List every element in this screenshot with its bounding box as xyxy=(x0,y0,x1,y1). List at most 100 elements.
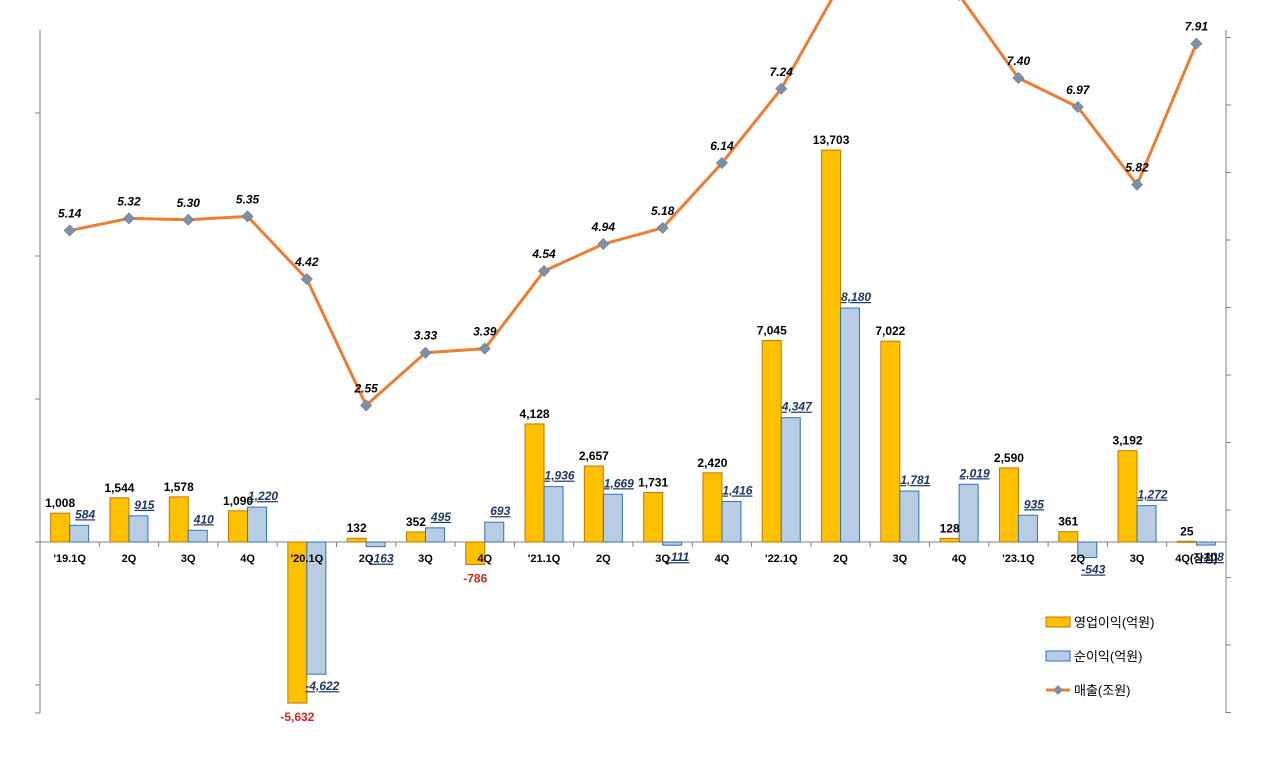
revenue-label: 6.14 xyxy=(710,139,734,153)
revenue-label: 4.42 xyxy=(294,255,319,269)
net-income-label: 935 xyxy=(1024,497,1044,511)
net-income-bar xyxy=(187,529,208,543)
revenue-marker xyxy=(360,399,373,412)
net-income-bar xyxy=(484,521,505,543)
category-label: 4Q xyxy=(952,553,967,565)
operating-profit-label: 7,022 xyxy=(875,324,905,338)
net-income-label: 8,180 xyxy=(841,290,871,304)
net-income-label: 584 xyxy=(75,507,95,521)
net-income-label: 495 xyxy=(430,510,451,524)
operating-profit-bar xyxy=(583,465,604,543)
revenue-marker xyxy=(775,82,788,95)
net-income-label: 693 xyxy=(490,504,510,518)
category-label: '23.1Q xyxy=(1002,553,1035,565)
net-income-bar xyxy=(1077,541,1098,559)
category-label: 3Q xyxy=(893,553,908,565)
legend-revenue-label: 매출(조원) xyxy=(1074,683,1131,698)
legend-revenue-marker xyxy=(1053,685,1063,695)
net-income-label: 4,347 xyxy=(781,400,813,414)
legend-net-income-swatch xyxy=(1045,650,1071,662)
operating-profit-label: 2,590 xyxy=(994,451,1024,465)
category-label: 4Q(잠정) xyxy=(1175,551,1218,565)
net-income-bar xyxy=(1017,514,1038,543)
operating-profit-bar xyxy=(109,497,130,543)
revenue-marker xyxy=(597,238,610,251)
revenue-marker xyxy=(1012,71,1025,85)
legend-operating-profit-swatch xyxy=(1045,616,1071,628)
operating-profit-bar xyxy=(998,467,1019,543)
revenue-label: 5.35 xyxy=(236,192,260,206)
category-label: 3Q xyxy=(181,553,196,565)
net-income-label: -163 xyxy=(370,552,394,566)
category-label: '22.1Q xyxy=(765,553,798,565)
net-income-label: 1,272 xyxy=(1138,488,1168,502)
operating-profit-label: -5,632 xyxy=(280,710,314,724)
operating-profit-label: 4,128 xyxy=(520,407,550,421)
revenue-marker xyxy=(478,342,491,355)
category-label: '21.1Q xyxy=(528,553,561,565)
operating-profit-bar xyxy=(50,512,71,543)
net-income-label: -111 xyxy=(667,550,690,564)
net-income-bar xyxy=(69,524,90,543)
operating-profit-bar xyxy=(1117,450,1138,543)
revenue-line-series xyxy=(63,0,1203,412)
operating-profit-label: 361 xyxy=(1058,515,1078,529)
operating-profit-label: 3,192 xyxy=(1113,434,1143,448)
revenue-label: 7.24 xyxy=(770,65,794,79)
net-income-label: 410 xyxy=(193,512,214,526)
revenue-label: 3.33 xyxy=(414,329,438,343)
operating-profit-label: 7,045 xyxy=(757,324,787,338)
operating-profit-label: -786 xyxy=(463,571,487,585)
revenue-marker xyxy=(241,210,254,223)
operating-profit-bar xyxy=(643,491,664,543)
net-income-label: -4,622 xyxy=(305,679,339,693)
operating-profit-bar xyxy=(880,340,901,543)
net-income-bar xyxy=(899,490,920,543)
operating-profit-bar xyxy=(346,537,367,543)
net-income-label: 915 xyxy=(134,498,154,512)
revenue-label: 5.18 xyxy=(651,204,675,218)
revenue-label: 5.32 xyxy=(117,194,141,208)
net-income-label: -543 xyxy=(1081,563,1105,577)
net-income-bar xyxy=(247,506,268,543)
category-label: '19.1Q xyxy=(53,553,86,565)
category-label: 2Q xyxy=(1070,553,1085,565)
operating-profit-bar xyxy=(939,537,960,543)
legend-operating-profit-label: 영업이익(억원) xyxy=(1074,615,1154,630)
net-income-label: 1,936 xyxy=(545,469,575,483)
revenue-marker xyxy=(122,212,135,225)
net-income-bar xyxy=(306,541,327,675)
operating-profit-bar xyxy=(287,541,308,704)
net-income-bar xyxy=(365,541,386,548)
operating-profit-label: 1,578 xyxy=(164,480,194,494)
operating-profit-bar xyxy=(1058,531,1079,543)
operating-profit-label: 1,731 xyxy=(638,475,668,489)
net-income-bar xyxy=(662,541,683,546)
revenue-marker xyxy=(182,213,195,226)
operating-profit-label: 352 xyxy=(406,515,426,529)
operating-profit-bar xyxy=(761,340,782,543)
bar-series xyxy=(50,149,1216,704)
legend: 영업이익(억원) 순이익(억원) 매출(조원) xyxy=(1045,615,1154,698)
revenue-label: 5.14 xyxy=(58,207,82,221)
revenue-marker xyxy=(1190,37,1203,50)
net-income-bar xyxy=(780,417,801,543)
category-label: 4Q xyxy=(715,553,730,565)
net-income-label: 1,781 xyxy=(900,473,930,487)
operating-profit-label: 2,657 xyxy=(579,449,609,463)
category-label: 4Q xyxy=(240,553,255,565)
revenue-label: 5.82 xyxy=(1125,161,1149,175)
category-label: '20.1Q xyxy=(291,553,324,565)
operating-profit-label: 1,544 xyxy=(104,481,134,495)
category-label: 2Q xyxy=(359,553,374,565)
revenue-label: 2.55 xyxy=(353,381,378,395)
net-income-bar xyxy=(1195,541,1216,546)
category-label: 4Q xyxy=(477,553,492,565)
net-income-bar xyxy=(543,486,564,543)
revenue-label: 4.54 xyxy=(531,247,556,261)
category-label: 2Q xyxy=(833,553,848,565)
operating-profit-bar xyxy=(465,541,486,565)
operating-profit-bar xyxy=(1176,540,1197,543)
